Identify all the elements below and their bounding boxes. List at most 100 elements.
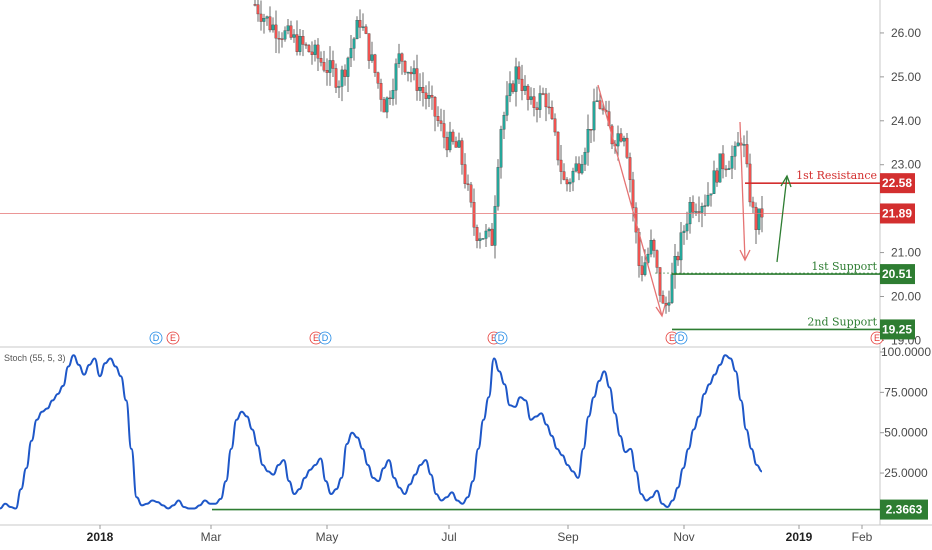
candle-112	[589, 129, 593, 143]
candle-82	[499, 125, 503, 179]
candle-8	[277, 31, 281, 54]
candle-156	[721, 145, 725, 179]
candle-body-105	[568, 181, 572, 185]
candle-56	[421, 72, 425, 107]
price-pane[interactable]	[253, 0, 764, 314]
candle-73	[472, 188, 476, 236]
candle-70	[463, 153, 467, 189]
candle-body-7	[274, 24, 278, 39]
candle-body-53	[412, 68, 416, 75]
candle-body-83	[502, 115, 506, 130]
candle-65	[448, 121, 452, 153]
candle-10	[283, 26, 287, 42]
candle-body-125	[628, 157, 632, 180]
candle-59	[430, 85, 434, 110]
candle-body-123	[622, 137, 626, 142]
candle-147	[694, 203, 698, 217]
candle-body-89	[520, 78, 524, 91]
candle-20	[313, 39, 317, 62]
level-label-0: 1st Resistance	[796, 169, 877, 182]
candle-39	[370, 41, 374, 63]
candle-146	[691, 195, 695, 219]
candle-136	[661, 290, 665, 304]
event-marker-3	[318, 331, 332, 345]
candle-86	[511, 80, 515, 94]
candle-body-157	[724, 168, 728, 171]
candle-body-159	[730, 156, 734, 169]
candle-body-151	[706, 194, 710, 206]
candle-body-107	[574, 163, 578, 172]
candle-body-115	[598, 100, 602, 109]
candle-157	[724, 165, 728, 177]
event-marker-label-2: E	[313, 333, 319, 343]
candle-body-14	[295, 34, 299, 52]
time-tick-label-2: May	[316, 530, 339, 544]
candle-104	[565, 177, 569, 192]
candle-24	[325, 58, 329, 86]
candle-27	[334, 63, 338, 93]
candle-110	[583, 147, 587, 172]
candle-body-94	[535, 107, 539, 110]
level-badge-2	[880, 319, 915, 340]
price-tick-label-3: 23.00	[891, 158, 921, 172]
candle-body-100	[553, 118, 557, 133]
candle-114	[595, 86, 599, 102]
price-tick-label-2: 24.00	[891, 114, 921, 128]
candle-23	[322, 50, 326, 73]
time-tick-label-1: Mar	[201, 530, 222, 544]
candle-84	[505, 81, 509, 122]
candle-33	[352, 36, 356, 61]
candle-123	[622, 135, 626, 147]
candle-body-6	[271, 24, 275, 31]
time-tick-label-4: Sep	[557, 530, 579, 544]
candle-body-52	[409, 71, 413, 75]
candle-body-48	[397, 53, 401, 64]
candle-48	[397, 43, 401, 68]
candle-body-75	[478, 238, 482, 241]
candle-91	[526, 84, 530, 111]
candle-151	[706, 182, 710, 208]
candle-155	[718, 153, 722, 183]
candle-74	[475, 224, 479, 249]
candle-50	[403, 60, 407, 75]
candle-body-146	[691, 202, 695, 213]
candle-92	[529, 87, 533, 105]
candle-16	[301, 30, 305, 57]
candle-body-65	[448, 131, 452, 151]
candle-body-91	[526, 85, 530, 100]
candle-body-81	[496, 167, 500, 207]
level-value-2: 19.25	[882, 322, 912, 336]
candle-body-10	[283, 30, 287, 40]
candle-144	[685, 211, 689, 240]
candle-154	[715, 167, 719, 187]
candle-body-138	[667, 302, 671, 306]
candle-body-111	[586, 129, 590, 153]
candle-166	[751, 196, 755, 214]
candle-body-79	[490, 228, 494, 246]
candle-22	[319, 51, 323, 67]
candle-body-154	[715, 170, 719, 183]
candle-4	[265, 15, 269, 26]
candle-body-43	[382, 99, 386, 113]
candle-94	[535, 101, 539, 123]
arrow-up-head	[780, 174, 792, 188]
candle-body-15	[298, 36, 302, 52]
candle-body-158	[727, 168, 731, 170]
stoch-pane[interactable]: 2.3663	[0, 354, 928, 520]
candle-body-152	[709, 193, 713, 196]
candle-83	[502, 111, 506, 140]
candle-body-36	[361, 26, 365, 28]
stoch-axis[interactable]: 100.0000 75.0000 50.0000 25.0000	[880, 345, 931, 480]
level-label-2: 2nd Support	[807, 315, 877, 328]
candle-111	[586, 114, 590, 166]
candle-body-26	[331, 60, 335, 69]
candle-88	[517, 61, 521, 85]
candle-13	[292, 29, 296, 43]
candle-body-25	[328, 60, 332, 73]
candle-51	[406, 71, 410, 82]
annotation-arrows	[597, 84, 792, 318]
candle-body-3	[262, 18, 266, 22]
time-axis[interactable]: 2018 Mar May Jul Sep Nov 2019 Feb	[87, 525, 873, 544]
candle-body-126	[631, 179, 635, 208]
